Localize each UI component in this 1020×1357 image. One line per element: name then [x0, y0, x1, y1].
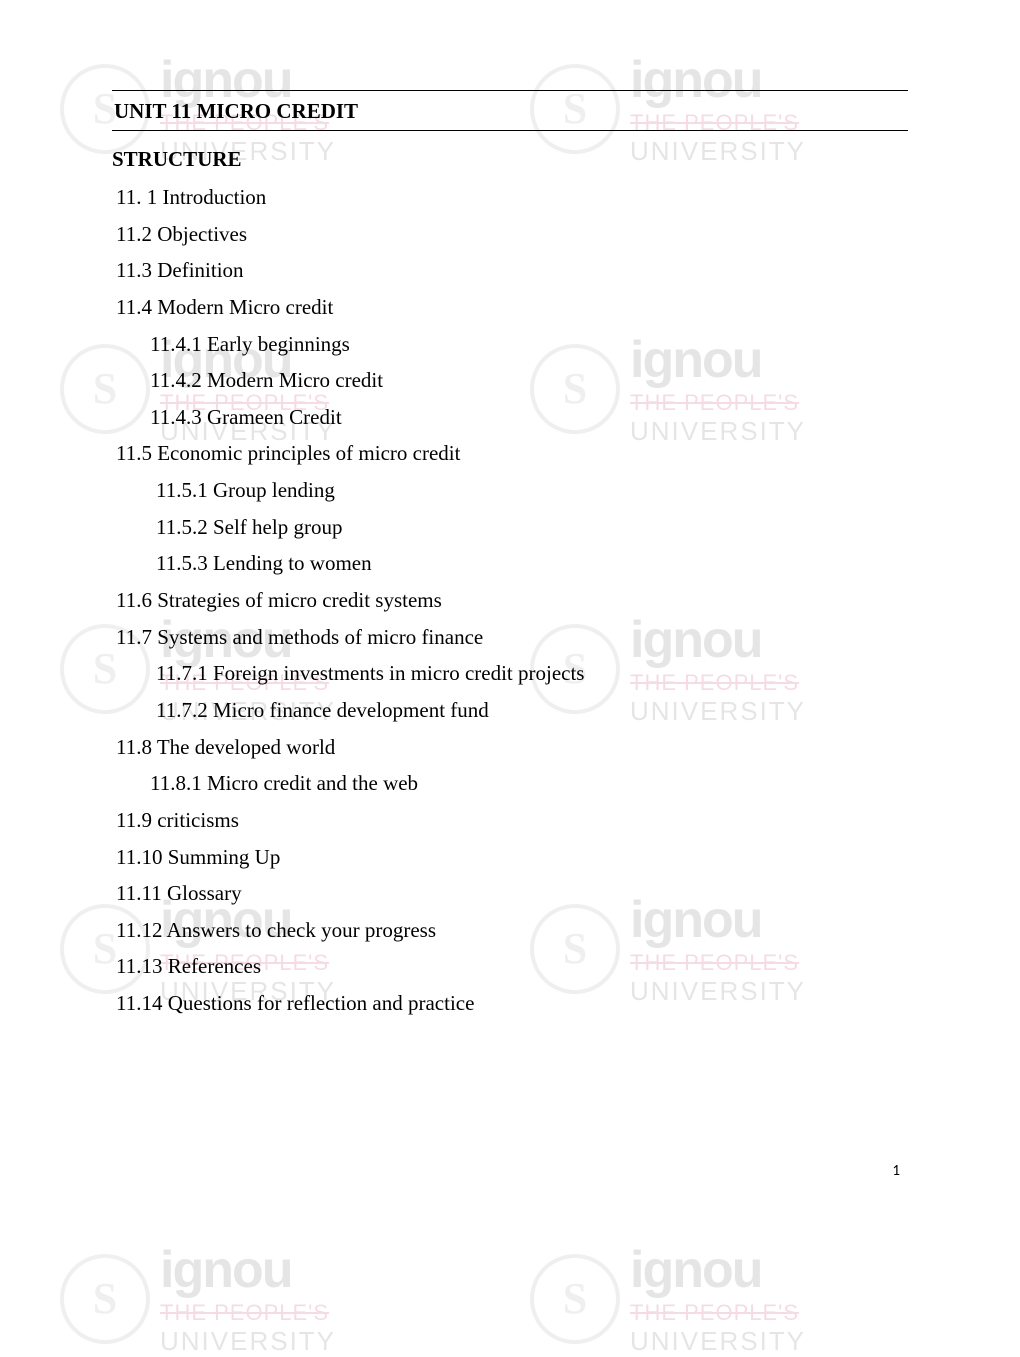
table-of-contents: 11. 1 Introduction 11.2 Objectives 11.3 … [112, 180, 908, 1021]
toc-item: 11.7.1 Foreign investments in micro cred… [112, 656, 908, 691]
structure-heading: STRUCTURE [112, 130, 908, 172]
watermark: S ignou THE PEOPLE'S UNIVERSITY [60, 1240, 336, 1357]
toc-item: 11.10 Summing Up [112, 840, 908, 875]
watermark-subtitle: UNIVERSITY [630, 1326, 806, 1357]
watermark-text: ignou THE PEOPLE'S UNIVERSITY [160, 1240, 336, 1357]
watermark: S ignou THE PEOPLE'S UNIVERSITY [530, 1240, 806, 1357]
toc-item: 11.12 Answers to check your progress [112, 913, 908, 948]
watermark-text: ignou THE PEOPLE'S UNIVERSITY [630, 1240, 806, 1357]
toc-item: 11.7 Systems and methods of micro financ… [112, 620, 908, 655]
toc-item: 11.2 Objectives [112, 217, 908, 252]
toc-item: 11.3 Definition [112, 253, 908, 288]
watermark-tagline: THE PEOPLE'S [630, 1300, 806, 1326]
watermark-brand: ignou [630, 1240, 806, 1300]
toc-item: 11.6 Strategies of micro credit systems [112, 583, 908, 618]
page-number: 1 [892, 1162, 900, 1180]
toc-item: 11.13 References [112, 949, 908, 984]
watermark-brand: ignou [160, 1240, 336, 1300]
watermark-logo-icon: S [530, 1254, 620, 1344]
toc-item: 11.5 Economic principles of micro credit [112, 436, 908, 471]
toc-item: 11.5.2 Self help group [112, 510, 908, 545]
title-divider [112, 90, 908, 91]
toc-item: 11.7.2 Micro finance development fund [112, 693, 908, 728]
watermark-tagline: THE PEOPLE'S [160, 1300, 336, 1326]
toc-item: 11.8.1 Micro credit and the web [112, 766, 908, 801]
toc-item: 11.5.1 Group lending [112, 473, 908, 508]
toc-item: 11.4 Modern Micro credit [112, 290, 908, 325]
toc-item: 11.8 The developed world [112, 730, 908, 765]
toc-item: 11.14 Questions for reflection and pract… [112, 986, 908, 1021]
toc-item: 11.4.1 Early beginnings [112, 327, 908, 362]
watermark-logo-icon: S [60, 1254, 150, 1344]
watermark-subtitle: UNIVERSITY [160, 1326, 336, 1357]
toc-item: 11.4.3 Grameen Credit [112, 400, 908, 435]
toc-item: 11.9 criticisms [112, 803, 908, 838]
toc-item: 11.5.3 Lending to women [112, 546, 908, 581]
toc-item: 11.4.2 Modern Micro credit [112, 363, 908, 398]
unit-title: UNIT 11 MICRO CREDIT [112, 99, 908, 124]
document-content: UNIT 11 MICRO CREDIT STRUCTURE 11. 1 Int… [0, 0, 1020, 1083]
toc-item: 11. 1 Introduction [112, 180, 908, 215]
toc-item: 11.11 Glossary [112, 876, 908, 911]
